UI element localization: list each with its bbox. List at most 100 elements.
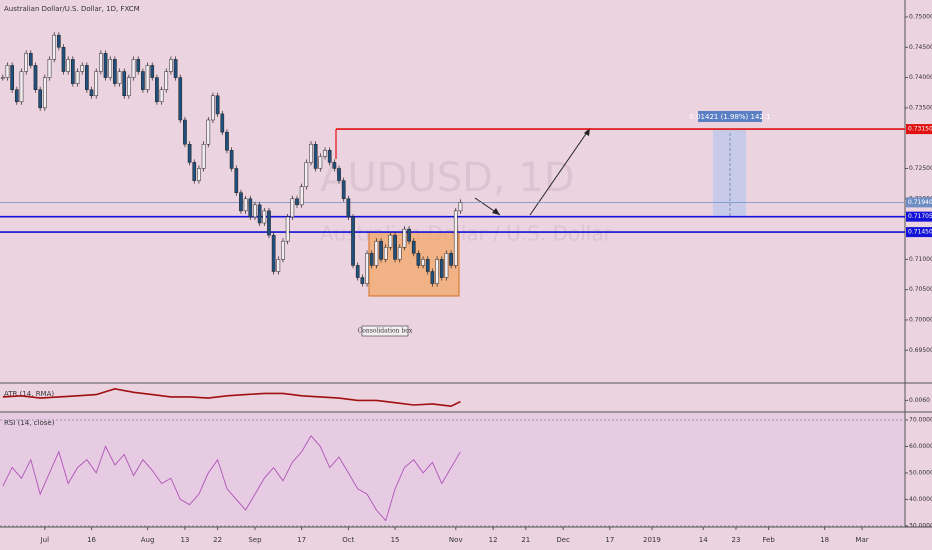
candle — [383, 247, 388, 260]
candle — [183, 119, 187, 145]
candle — [215, 95, 220, 115]
candle — [341, 180, 346, 200]
x-tick-label: 14 — [699, 536, 708, 544]
candle — [70, 59, 75, 84]
y-tick-label: 0.73500 — [909, 104, 932, 111]
y-tick-label: 0.69500 — [909, 347, 932, 354]
candle — [425, 259, 430, 272]
candle — [304, 162, 309, 187]
y-tick-label: 0.70000 — [909, 316, 932, 323]
candle — [164, 71, 169, 90]
candle — [397, 247, 402, 260]
candle — [225, 131, 229, 151]
rsi-label: RSI (14, close) — [4, 419, 55, 427]
candle — [131, 59, 136, 78]
x-tick-label: 15 — [391, 536, 400, 544]
candle — [127, 77, 131, 96]
y-tick-label: 70.0000 — [909, 416, 932, 423]
candle — [10, 65, 14, 90]
candle — [201, 143, 206, 169]
candle — [229, 150, 234, 169]
rsi-line — [2, 435, 461, 522]
candle — [421, 259, 425, 266]
candle — [192, 162, 197, 181]
price-label-bg — [906, 227, 932, 238]
candle — [5, 65, 10, 78]
candle — [253, 204, 257, 218]
candle — [239, 192, 243, 212]
y-tick-label: 60.0000 — [909, 443, 932, 450]
candle — [234, 168, 239, 193]
candle — [14, 89, 19, 103]
candle — [220, 113, 225, 133]
candle — [323, 150, 327, 157]
candle — [449, 253, 453, 266]
x-tick-label: Feb — [762, 536, 775, 544]
candle — [42, 77, 47, 109]
candle — [248, 198, 253, 218]
chart-title: Australian Dollar/U.S. Dollar, 1D, FXCM — [4, 5, 140, 13]
candle — [453, 210, 458, 266]
candle — [122, 71, 127, 96]
candle — [141, 71, 145, 90]
candle — [108, 59, 113, 78]
y-tick-label: 0.0060 — [909, 397, 930, 404]
x-tick-label: 12 — [489, 536, 498, 544]
measure-box — [713, 129, 746, 216]
atr-line — [2, 387, 461, 408]
annotation-box — [361, 325, 409, 337]
candle — [309, 143, 313, 163]
candle — [439, 259, 444, 278]
candle — [33, 65, 38, 90]
candle — [285, 216, 290, 242]
watermark: AUDUSD, 1D — [320, 155, 575, 201]
candle — [458, 202, 463, 212]
candle — [299, 186, 304, 206]
candle — [243, 198, 248, 212]
candle — [327, 150, 332, 163]
candle — [136, 59, 141, 72]
price-label-bg — [906, 124, 932, 135]
y-tick-label: 0.70500 — [909, 286, 932, 293]
candle — [56, 34, 61, 48]
y-tick-label: 30.0000 — [909, 522, 932, 529]
candle — [313, 143, 318, 169]
candle — [281, 240, 285, 260]
x-tick-label: 21 — [521, 536, 530, 544]
candle — [295, 198, 299, 206]
candle — [173, 59, 178, 78]
arrow — [529, 127, 591, 216]
candle — [150, 65, 155, 78]
candle — [0, 77, 5, 79]
x-tick-label: 2019 — [643, 536, 661, 544]
candle — [430, 271, 435, 284]
annotation: Consolidation box — [358, 328, 413, 335]
candle — [337, 168, 341, 181]
arrow-head — [584, 128, 590, 136]
candle — [355, 265, 360, 278]
rsi-pane — [0, 412, 905, 527]
measure-label: 0.01421 (1.98%) 142.1 — [689, 113, 770, 121]
candle — [94, 71, 99, 96]
candle — [411, 240, 416, 254]
candle — [388, 234, 393, 248]
candle — [38, 89, 43, 109]
y-tick-label: 0.74000 — [909, 74, 932, 81]
x-tick-label: Aug — [141, 536, 155, 544]
candle — [99, 53, 103, 72]
price-label: 0.71450 — [908, 229, 932, 236]
candle — [262, 210, 267, 224]
candle — [47, 59, 52, 78]
watermark-subtitle: Australian Dollar / U.S. Dollar — [320, 222, 613, 246]
candle — [379, 240, 383, 260]
candle — [61, 47, 66, 72]
candle — [271, 234, 276, 272]
candle — [103, 53, 108, 78]
candle — [290, 198, 295, 218]
candle — [416, 253, 421, 266]
candle — [318, 156, 323, 169]
candle — [393, 234, 397, 260]
candle — [257, 204, 262, 224]
candle — [435, 259, 439, 284]
